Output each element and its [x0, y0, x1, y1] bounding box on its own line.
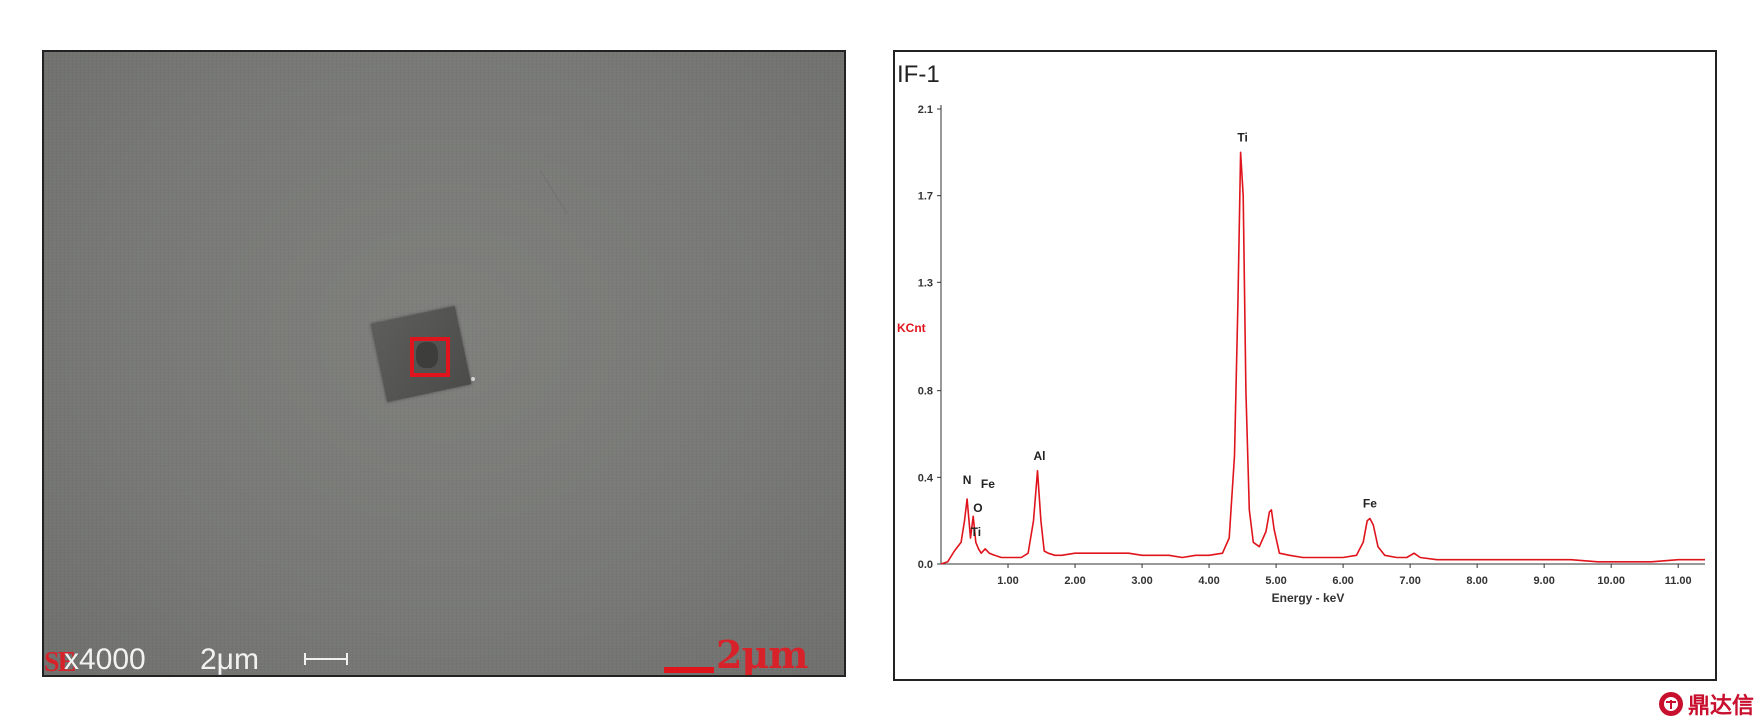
y-tick-label: 0.0: [918, 559, 933, 571]
x-tick-label: 8.00: [1466, 575, 1487, 587]
x-tick-label: 9.00: [1533, 575, 1554, 587]
y-tick-label: 0.4: [918, 472, 934, 484]
y-tick-label: 1.7: [918, 191, 933, 203]
peak-label: Al: [1034, 449, 1046, 463]
x-tick-label: 10.00: [1597, 575, 1625, 587]
peak-label: Ti: [971, 525, 981, 539]
x-axis-label: Energy - keV: [1272, 591, 1345, 605]
x-tick-label: 7.00: [1399, 575, 1420, 587]
peak-label: Fe: [981, 477, 995, 491]
chart-title: IF-1: [897, 61, 940, 88]
spectrum-line: [940, 151, 1705, 565]
y-tick-label: 0.8: [918, 386, 933, 398]
x-tick-label: 4.00: [1198, 575, 1219, 587]
inclusion-core: [416, 342, 438, 368]
internal-scale-bar: [304, 653, 348, 665]
detector-label: SE: [44, 647, 76, 677]
analysis-region-box: [410, 337, 450, 377]
eds-spectrum-svg: IF-1 KCnt 0.0 0.4 0.8 1.3 1.7 2.1 1.00 2.00 3.00 4.…: [897, 61, 1705, 605]
y-tick-label: 2.1: [918, 104, 933, 116]
peak-label: O: [973, 501, 982, 515]
x-tick-label: 3.00: [1131, 575, 1152, 587]
x-tick-label: 1.00: [997, 575, 1018, 587]
sem-micrograph: SE x4000 2μm 2μm: [42, 50, 846, 677]
eds-spectrum-chart: IF-1 KCnt 0.0 0.4 0.8 1.3 1.7 2.1 1.00 2.00 3.00 4.…: [893, 50, 1717, 681]
peak-label: Ti: [1237, 131, 1247, 145]
scale-bar-label: 2μm: [716, 632, 808, 677]
peak-label: N: [963, 473, 972, 487]
x-tick-label: 5.00: [1265, 575, 1286, 587]
y-tick-label: 1.3: [918, 277, 933, 289]
scale-bar: [664, 667, 714, 673]
magnification-label: x4000: [64, 643, 146, 676]
internal-scale-label: 2μm: [200, 643, 259, 676]
y-axis-label: KCnt: [897, 321, 926, 335]
watermark-logo: 鼎达信: [1658, 689, 1754, 719]
logo-icon: [1659, 692, 1683, 716]
logo-text: 鼎达信: [1688, 694, 1755, 719]
surface-speck: [471, 377, 475, 381]
x-tick-label: 2.00: [1064, 575, 1085, 587]
x-tick-label: 11.00: [1665, 575, 1692, 587]
peak-label: Fe: [1363, 497, 1377, 511]
x-tick-label: 6.00: [1332, 575, 1353, 587]
